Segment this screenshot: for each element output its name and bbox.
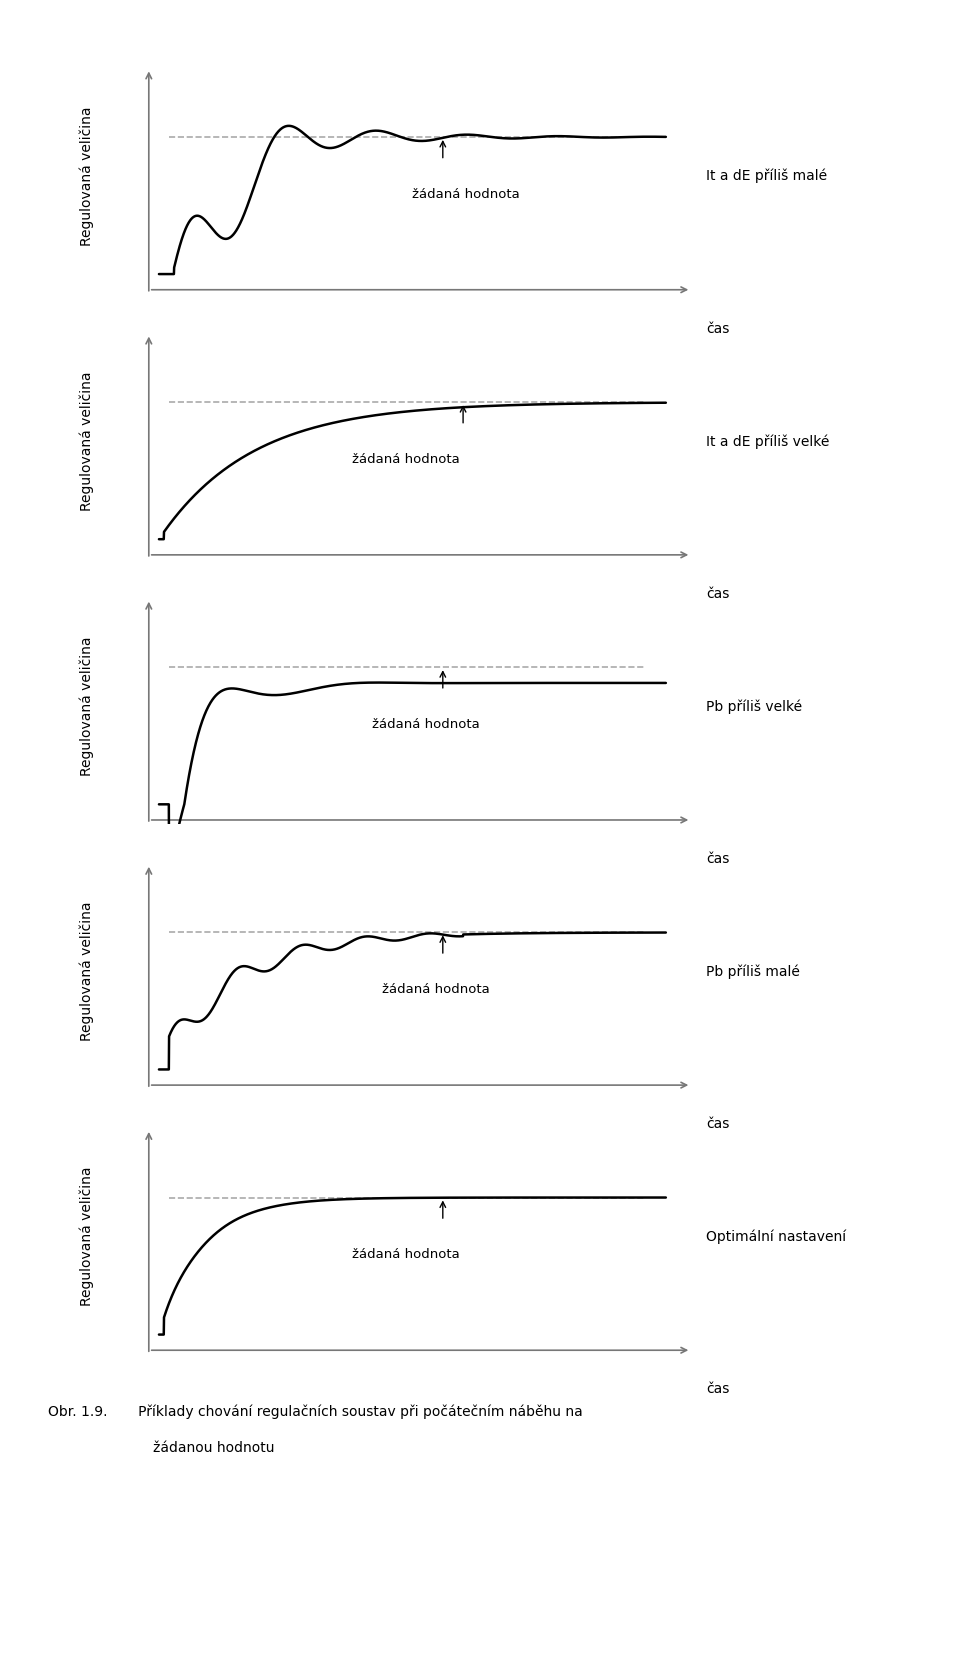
Text: žádaná hodnota: žádaná hodnota — [351, 453, 459, 466]
Text: žádanou hodnotu: žádanou hodnotu — [48, 1441, 275, 1455]
Text: žádaná hodnota: žádaná hodnota — [413, 188, 520, 201]
Text: Regulovaná veličina: Regulovaná veličina — [79, 636, 94, 777]
Text: Pb příliš velké: Pb příliš velké — [706, 700, 802, 713]
Text: žádaná hodnota: žádaná hodnota — [372, 718, 480, 732]
Text: čas: čas — [707, 1383, 730, 1396]
Text: žádaná hodnota: žádaná hodnota — [382, 983, 490, 997]
Text: It a dE příliš velké: It a dE příliš velké — [706, 435, 829, 448]
Text: čas: čas — [707, 852, 730, 866]
Text: Pb příliš malé: Pb příliš malé — [706, 965, 800, 978]
Text: Optimální nastavení: Optimální nastavení — [706, 1230, 846, 1243]
Text: čas: čas — [707, 1118, 730, 1131]
Text: Regulovaná veličina: Regulovaná veličina — [79, 106, 94, 247]
Text: žádaná hodnota: žádaná hodnota — [351, 1248, 459, 1262]
Text: It a dE příliš malé: It a dE příliš malé — [706, 169, 827, 183]
Text: čas: čas — [707, 322, 730, 336]
Text: čas: čas — [707, 587, 730, 601]
Text: Regulovaná veličina: Regulovaná veličina — [79, 901, 94, 1042]
Text: Obr. 1.9.       Příklady chování regulačních soustav při počátečním náběhu na: Obr. 1.9. Příklady chování regulačních s… — [48, 1404, 583, 1420]
Text: Regulovaná veličina: Regulovaná veličina — [79, 1166, 94, 1307]
Text: Regulovaná veličina: Regulovaná veličina — [79, 371, 94, 512]
